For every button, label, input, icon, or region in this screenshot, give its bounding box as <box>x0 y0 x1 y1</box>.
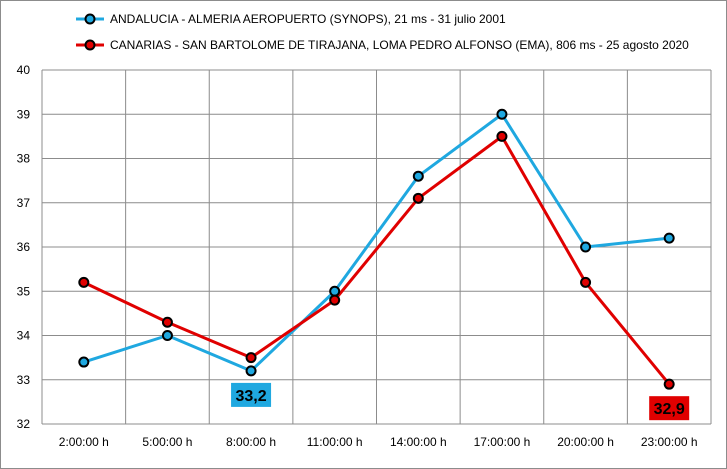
series-2-point <box>161 316 173 328</box>
x-tick-label: 11:00:00 h <box>307 435 363 449</box>
x-axis-ticks: 2:00:00 h 5:00:00 h 8:00:00 h 11:00:00 h 14:… <box>59 435 698 449</box>
x-tick-label: 8:00:00 h <box>226 435 276 449</box>
series-2-point <box>580 276 592 288</box>
series-1-point <box>78 356 90 368</box>
x-tick-label: 17:00:00 h <box>474 435 531 449</box>
series-2-point <box>663 378 675 390</box>
y-tick-label: 35 <box>17 284 31 298</box>
series-line-2 <box>83 134 671 386</box>
x-tick-label: 14:00:00 h <box>390 435 447 449</box>
annotations: 33,2 32,9 <box>231 382 690 421</box>
legend-marker-2 <box>84 39 96 51</box>
y-tick-label: 39 <box>17 107 31 121</box>
series-1-point <box>245 365 257 377</box>
series-2-point <box>412 192 424 204</box>
series-1-point <box>496 108 508 120</box>
y-tick-label: 34 <box>17 329 31 343</box>
series-2-point <box>329 294 341 306</box>
y-tick-label: 40 <box>17 63 31 77</box>
series-line-1 <box>83 112 670 373</box>
y-tick-label: 37 <box>17 196 31 210</box>
y-axis-ticks: 32 33 34 35 36 37 38 39 40 <box>17 63 31 431</box>
series-2-point <box>245 352 257 364</box>
series-1-point <box>412 170 424 182</box>
series-1-point <box>580 241 592 253</box>
legend: ANDALUCIA - ALMERIA AEROPUERTO (SYNOPS),… <box>76 12 689 52</box>
legend-label-2: CANARIAS - SAN BARTOLOME DE TIRAJANA, LO… <box>110 38 689 52</box>
x-tick-label: 2:00:00 h <box>59 435 109 449</box>
series-1-point <box>329 285 341 297</box>
y-tick-label: 38 <box>17 152 31 166</box>
callout-label: 32,9 <box>654 401 685 418</box>
y-tick-label: 32 <box>17 417 31 431</box>
callout-box <box>649 396 690 421</box>
callout-box <box>231 382 272 407</box>
x-tick-label: 23:00:00 h <box>641 435 698 449</box>
legend-marker-1 <box>84 13 96 25</box>
y-tick-label: 36 <box>17 240 31 254</box>
y-tick-label: 33 <box>17 373 31 387</box>
series-points <box>78 108 675 390</box>
legend-label-1: ANDALUCIA - ALMERIA AEROPUERTO (SYNOPS),… <box>110 12 506 26</box>
callout-label: 33,2 <box>235 388 266 405</box>
series-1-point <box>663 232 675 244</box>
grid-lines <box>41 69 712 425</box>
series-lines <box>83 112 671 386</box>
x-tick-label: 20:00:00 h <box>557 435 614 449</box>
series-1-point <box>161 330 173 341</box>
x-tick-label: 5:00:00 h <box>142 435 192 449</box>
series-2-point <box>496 130 508 142</box>
series-2-point <box>78 276 90 288</box>
